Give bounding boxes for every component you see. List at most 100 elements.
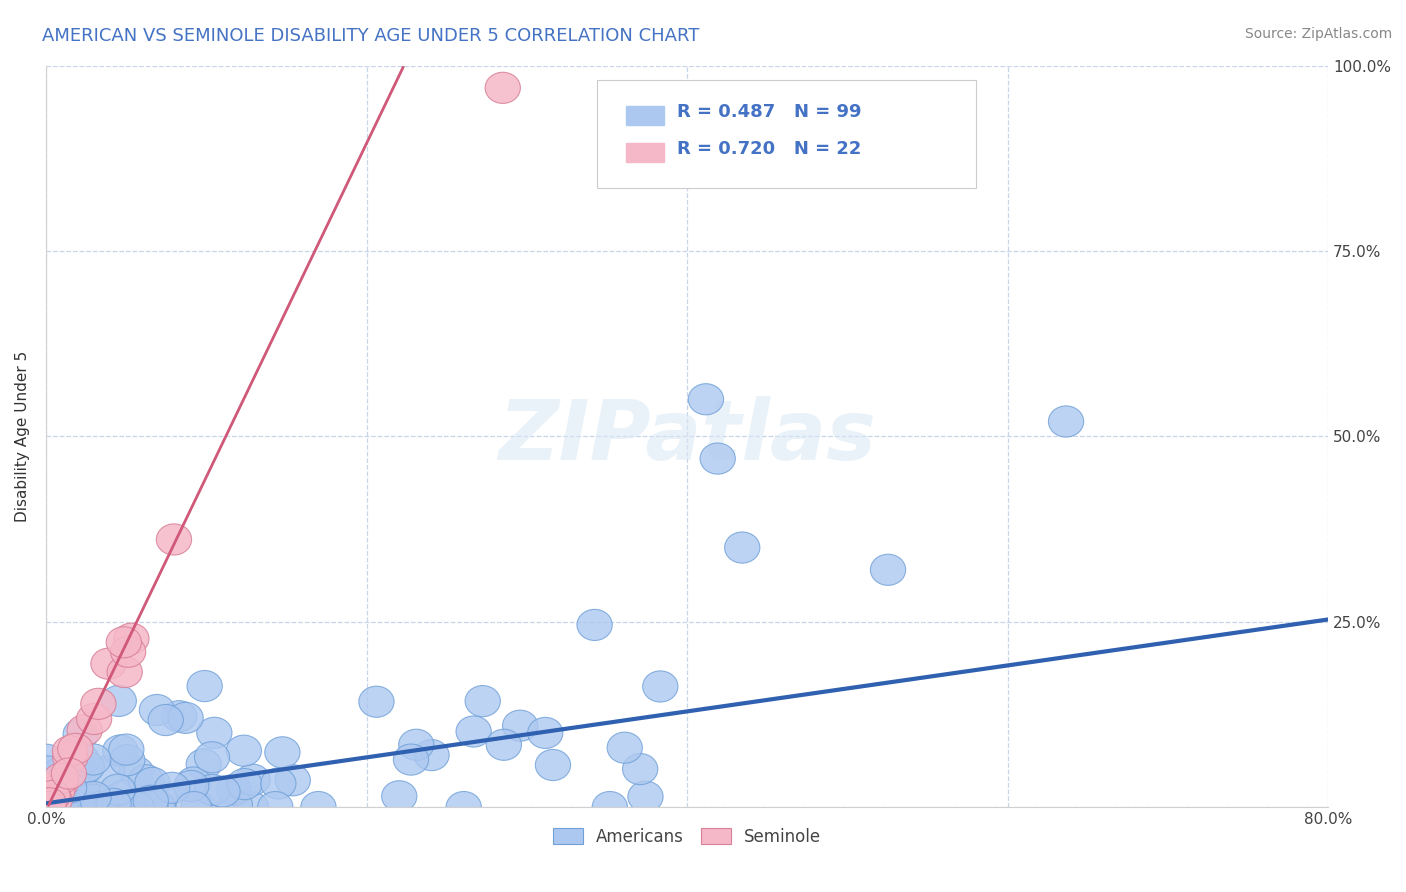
- Ellipse shape: [31, 756, 66, 787]
- Ellipse shape: [82, 791, 117, 822]
- Ellipse shape: [141, 791, 176, 822]
- Ellipse shape: [96, 789, 131, 820]
- Ellipse shape: [44, 791, 79, 822]
- Ellipse shape: [39, 775, 75, 805]
- Ellipse shape: [623, 754, 658, 785]
- Ellipse shape: [359, 686, 394, 717]
- Ellipse shape: [148, 705, 183, 736]
- Ellipse shape: [67, 791, 103, 822]
- Ellipse shape: [91, 648, 127, 680]
- Ellipse shape: [413, 739, 449, 771]
- Ellipse shape: [86, 791, 121, 822]
- Ellipse shape: [52, 736, 87, 767]
- Ellipse shape: [399, 729, 434, 760]
- Text: R = 0.720   N = 22: R = 0.720 N = 22: [676, 140, 860, 158]
- Ellipse shape: [108, 734, 143, 765]
- Ellipse shape: [1049, 406, 1084, 437]
- Ellipse shape: [628, 781, 664, 813]
- Ellipse shape: [110, 745, 145, 776]
- Ellipse shape: [114, 624, 149, 654]
- Ellipse shape: [689, 384, 724, 415]
- Ellipse shape: [134, 785, 169, 816]
- Ellipse shape: [485, 72, 520, 103]
- Ellipse shape: [103, 735, 138, 766]
- Ellipse shape: [76, 784, 111, 815]
- Ellipse shape: [197, 717, 232, 748]
- Ellipse shape: [446, 791, 481, 822]
- Ellipse shape: [592, 791, 627, 822]
- Ellipse shape: [90, 756, 125, 787]
- Ellipse shape: [28, 774, 63, 805]
- Ellipse shape: [527, 717, 562, 748]
- Ellipse shape: [66, 754, 101, 785]
- Ellipse shape: [194, 742, 229, 772]
- Ellipse shape: [76, 744, 111, 775]
- Ellipse shape: [34, 791, 69, 822]
- Ellipse shape: [217, 774, 252, 805]
- Ellipse shape: [128, 764, 163, 796]
- Text: ZIPatlas: ZIPatlas: [498, 396, 876, 477]
- Ellipse shape: [31, 785, 66, 816]
- Ellipse shape: [107, 657, 142, 688]
- Ellipse shape: [142, 781, 177, 813]
- Ellipse shape: [107, 780, 142, 812]
- Ellipse shape: [69, 751, 104, 782]
- Ellipse shape: [176, 791, 211, 822]
- Ellipse shape: [101, 685, 136, 716]
- Ellipse shape: [107, 627, 142, 657]
- Ellipse shape: [465, 686, 501, 716]
- Ellipse shape: [52, 742, 89, 773]
- Ellipse shape: [187, 671, 222, 702]
- Ellipse shape: [226, 735, 262, 766]
- Ellipse shape: [205, 776, 240, 807]
- Ellipse shape: [162, 700, 197, 731]
- Ellipse shape: [63, 719, 98, 749]
- Text: R = 0.487   N = 99: R = 0.487 N = 99: [676, 103, 862, 120]
- FancyBboxPatch shape: [626, 143, 664, 162]
- Ellipse shape: [456, 716, 491, 747]
- Ellipse shape: [700, 443, 735, 475]
- Ellipse shape: [35, 780, 70, 812]
- Ellipse shape: [156, 524, 191, 555]
- Ellipse shape: [46, 791, 82, 822]
- Ellipse shape: [155, 772, 190, 804]
- Ellipse shape: [80, 689, 115, 720]
- Ellipse shape: [139, 791, 176, 822]
- Ellipse shape: [502, 710, 537, 741]
- Ellipse shape: [381, 780, 418, 812]
- Ellipse shape: [37, 785, 72, 816]
- Ellipse shape: [44, 763, 79, 794]
- Legend: Americans, Seminole: Americans, Seminole: [544, 820, 830, 855]
- Ellipse shape: [226, 769, 262, 800]
- Ellipse shape: [260, 768, 297, 799]
- Ellipse shape: [118, 756, 155, 788]
- FancyBboxPatch shape: [626, 106, 664, 125]
- Ellipse shape: [167, 702, 204, 733]
- Ellipse shape: [58, 733, 93, 764]
- Ellipse shape: [217, 789, 253, 821]
- Ellipse shape: [67, 714, 103, 746]
- Ellipse shape: [100, 774, 135, 805]
- Ellipse shape: [186, 748, 221, 780]
- Ellipse shape: [233, 791, 269, 822]
- Ellipse shape: [135, 767, 170, 798]
- Ellipse shape: [176, 767, 211, 798]
- Text: Source: ZipAtlas.com: Source: ZipAtlas.com: [1244, 27, 1392, 41]
- Ellipse shape: [264, 737, 299, 768]
- Ellipse shape: [52, 772, 87, 804]
- Ellipse shape: [111, 791, 146, 822]
- Ellipse shape: [31, 791, 66, 822]
- Ellipse shape: [63, 775, 98, 806]
- Ellipse shape: [49, 791, 84, 822]
- Ellipse shape: [870, 554, 905, 585]
- Ellipse shape: [60, 791, 96, 822]
- Ellipse shape: [65, 744, 100, 775]
- Ellipse shape: [576, 609, 612, 640]
- Ellipse shape: [276, 764, 311, 796]
- Ellipse shape: [181, 791, 217, 822]
- Ellipse shape: [173, 771, 209, 802]
- Ellipse shape: [32, 791, 67, 822]
- Ellipse shape: [31, 788, 66, 819]
- Ellipse shape: [607, 732, 643, 764]
- Ellipse shape: [76, 781, 111, 813]
